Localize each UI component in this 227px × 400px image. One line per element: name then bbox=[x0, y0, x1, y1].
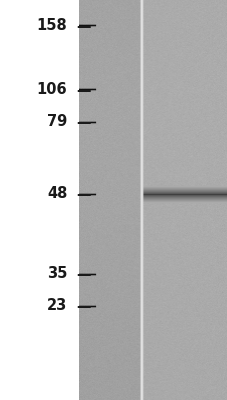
Text: 48: 48 bbox=[47, 186, 67, 202]
Text: —: — bbox=[76, 82, 91, 98]
Text: —: — bbox=[76, 18, 91, 34]
Text: 158: 158 bbox=[36, 18, 67, 34]
Text: —: — bbox=[76, 266, 91, 282]
Text: 35: 35 bbox=[47, 266, 67, 282]
Text: 79: 79 bbox=[47, 114, 67, 130]
Text: —: — bbox=[76, 298, 91, 314]
Text: —: — bbox=[76, 186, 91, 202]
Text: —: — bbox=[76, 114, 91, 130]
Bar bbox=[0, 0, 78, 400]
Text: 106: 106 bbox=[37, 82, 67, 98]
Text: 23: 23 bbox=[47, 298, 67, 314]
